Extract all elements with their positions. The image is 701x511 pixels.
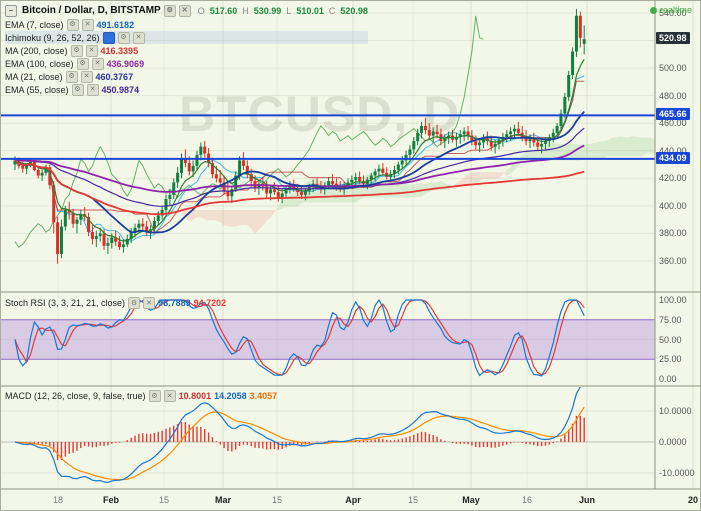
symbol-header-row[interactable]: − Bitcoin / Dollar, D, BITSTAMP ⚙ ✕ O 517… [5,3,368,18]
price-axis[interactable] [656,1,700,489]
time-axis[interactable] [1,490,700,510]
gear-icon[interactable]: ⚙ [128,297,141,309]
indicator-value: 450.9874 [101,84,140,95]
gear-icon[interactable]: ⚙ [70,44,83,57]
ohlc-key: L [286,5,292,16]
indicator-active-icon[interactable] [102,31,115,44]
indicator-legend-rows: EMA (7, close) ⚙ ✕ 491.6182 Ichimoku (9, 26,… [5,18,368,96]
indicator-name: MA (200, close) [5,45,68,56]
indicator-row-0[interactable]: EMA (7, close) ⚙ ✕ 491.6182 [5,18,368,31]
stoch-rsi-name: Stoch RSI (3, 3, 21, 21, close) [5,298,126,308]
indicator-row-1[interactable]: Ichimoku (9, 26, 52, 26) ⚙ ✕ [5,31,368,44]
indicator-name: EMA (100, close) [5,58,74,69]
close-icon[interactable]: ✕ [163,390,176,402]
ohlc-values: O 517.60 H 530.99 L 510.01 C 520.98 [198,6,368,16]
close-icon[interactable]: ✕ [178,4,191,17]
indicator-row-4[interactable]: MA (21, close) ⚙ ✕ 460.3767 [5,70,368,83]
panel-indicator-value: 94.7202 [193,298,227,308]
panel-indicator-value: 10.8001 [178,391,212,401]
collapse-chart-icon[interactable]: − [5,4,17,17]
realtime-badge: realtime [649,5,692,15]
stoch-rsi-legend[interactable]: Stoch RSI (3, 3, 21, 21, close) ⚙ ✕ 98.7… [5,297,226,309]
ohlc-key: O [197,5,205,16]
indicator-value: 436.9069 [106,58,145,69]
gear-icon[interactable]: ⚙ [163,4,176,17]
macd-legend[interactable]: MACD (12, 26, close, 9, false, true) ⚙ ✕… [5,390,277,402]
close-icon[interactable]: ✕ [80,70,93,83]
gear-icon[interactable]: ⚙ [148,390,161,402]
indicator-name: Ichimoku (9, 26, 52, 26) [5,32,100,43]
close-icon[interactable]: ✕ [91,57,104,70]
macd-name: MACD (12, 26, close, 9, false, true) [5,391,146,401]
close-icon[interactable]: ✕ [132,31,145,44]
panel-indicator-value: 14.2058 [214,391,247,401]
ohlc-key: C [328,5,336,16]
gear-icon[interactable]: ⚙ [76,57,89,70]
chart-watermark: BTCUSD, D [179,86,461,142]
ohlc-value: 530.99 [253,5,282,16]
panel-indicator-value: 98.7889 [158,298,191,308]
close-icon[interactable]: ✕ [86,83,99,96]
indicator-name: EMA (7, close) [5,19,64,30]
indicator-row-3[interactable]: EMA (100, close) ⚙ ✕ 436.9069 [5,57,368,70]
ohlc-key: H [242,5,249,16]
indicator-value: 460.3767 [95,71,134,82]
legend: − Bitcoin / Dollar, D, BITSTAMP ⚙ ✕ O 517… [5,3,368,96]
close-icon[interactable]: ✕ [85,44,98,57]
ohlc-value: 510.01 [296,5,324,16]
realtime-dot-icon [649,6,657,14]
indicator-name: EMA (55, close) [5,84,69,95]
main-chart-series [13,8,655,264]
indicator-name: MA (21, close) [5,71,63,82]
panel-indicator-value: 3.4057 [249,391,278,401]
gear-icon[interactable]: ⚙ [71,83,84,96]
stoch-series [14,298,585,377]
indicator-value: 416.3395 [100,45,139,56]
indicator-row-5[interactable]: EMA (55, close) ⚙ ✕ 450.9874 [5,83,368,96]
indicator-value: 491.6182 [96,19,135,30]
indicator-row-2[interactable]: MA (200, close) ⚙ ✕ 416.3395 [5,44,368,57]
symbol-title: Bitcoin / Dollar, D, BITSTAMP [22,5,161,16]
close-icon[interactable]: ✕ [143,297,156,309]
gear-icon[interactable]: ⚙ [66,18,79,31]
realtime-label: realtime [659,5,692,15]
close-icon[interactable]: ✕ [81,18,94,31]
gear-icon[interactable]: ⚙ [117,31,130,44]
ohlc-value: 520.98 [340,5,368,16]
ohlc-value: 517.60 [209,5,238,16]
gear-icon[interactable]: ⚙ [65,70,78,83]
macd-series [14,387,585,483]
